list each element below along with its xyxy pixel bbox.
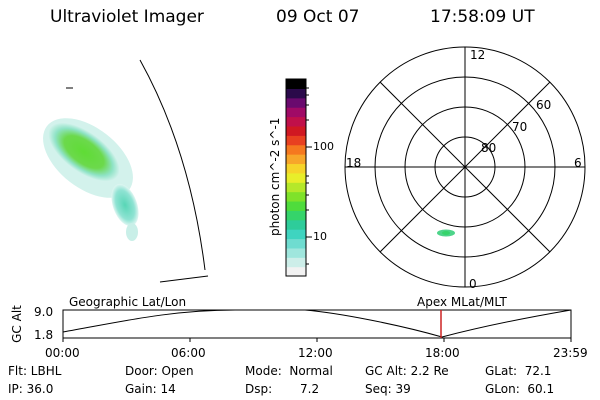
altitude-curve — [62, 309, 572, 338]
colorbar-label: photon cm^-2 s^-1 — [268, 117, 282, 236]
polar-label-dusk: 18 — [346, 156, 362, 170]
colorbar-cell — [286, 229, 306, 240]
meta-glon: GLon: 60.1 — [485, 382, 555, 396]
colorbar-cell — [286, 107, 306, 118]
colorbar-cell — [286, 135, 306, 146]
colorbar-cell — [286, 219, 306, 230]
meta-gain: Gain: 14 — [125, 382, 176, 396]
colorbar-cell — [286, 125, 306, 136]
colorbar-cell — [286, 200, 306, 211]
orbit-xtick-0: 00:00 — [45, 346, 80, 360]
meta-dsp-value: 7.2 — [300, 382, 320, 396]
meta-glat: GLat: 72.1 — [485, 364, 552, 378]
polar-label-midnight: 0 — [469, 277, 477, 291]
polar-diag-2 — [379, 81, 551, 253]
colorbar-cell — [286, 97, 306, 108]
meta-door: Door: Open — [125, 364, 194, 378]
orbit-xtick-1: 06:00 — [171, 346, 206, 360]
colorbar-cell — [286, 191, 306, 202]
polar-label-dawn: 6 — [574, 156, 582, 170]
colorbar-frame — [285, 78, 307, 277]
colorbar-cell — [286, 116, 306, 127]
orbit-ylabel: GC Alt — [10, 305, 24, 343]
colorbar-tick-label-10: 10 — [313, 230, 327, 243]
meta-filter: Flt: LBHL — [8, 364, 62, 378]
polar-lat-label-60: 60 — [536, 98, 552, 112]
colorbar-cell — [286, 79, 306, 89]
polar-lat-label-80: 80 — [481, 141, 497, 155]
orbit-right-title: Apex MLat/MLT — [417, 295, 507, 309]
meta-gc-alt: GC Alt: 2.2 Re — [365, 364, 449, 378]
polar-lat-label-70: 70 — [512, 120, 528, 134]
colorbar-cell — [286, 172, 306, 183]
colorbar-cell — [286, 88, 306, 99]
colorbar-tick-label-100: 100 — [313, 140, 334, 153]
meta-ip: IP: 36.0 — [8, 382, 54, 396]
orbit-left-title: Geographic Lat/Lon — [69, 295, 187, 309]
polar-dial — [344, 46, 586, 288]
instrument-title: Ultraviolet Imager — [50, 7, 204, 27]
orbit-ytick-low: 1.8 — [34, 328, 54, 342]
orbit-panel — [62, 309, 572, 342]
orbit-panel-frame — [62, 309, 572, 339]
meta-mode: Mode: Normal — [245, 364, 333, 378]
colorbar — [285, 78, 312, 277]
colorbar-cell — [286, 182, 306, 193]
colorbar-cell — [286, 163, 306, 174]
image-edge-line — [159, 275, 209, 283]
colorbar-cell — [286, 247, 306, 258]
colorbar-cell — [286, 238, 306, 249]
date-label: 09 Oct 07 — [276, 7, 360, 27]
time-label: 17:58:09 UT — [430, 7, 535, 27]
colorbar-cell — [286, 257, 306, 268]
aurora-blob-core — [48, 122, 120, 182]
aurora-blob-tail-2 — [126, 223, 138, 241]
colorbar-cell — [286, 144, 306, 155]
orbit-ytick-high: 9.0 — [34, 305, 54, 319]
meta-dsp-label: Dsp: — [245, 382, 273, 396]
meta-seq: Seq: 39 — [365, 382, 411, 396]
orbit-xtick-4: 23:59 — [553, 346, 588, 360]
colorbar-cell — [286, 154, 306, 165]
polar-label-noon: 12 — [470, 48, 486, 62]
orbit-xtick-2: 12:00 — [298, 346, 333, 360]
orbit-xtick-3: 18:00 — [425, 346, 460, 360]
auroral-image — [43, 59, 209, 283]
aurora-blob-tail — [111, 183, 139, 227]
earth-limb-arc — [139, 59, 206, 271]
colorbar-cell — [286, 266, 306, 277]
colorbar-cell — [286, 210, 306, 221]
